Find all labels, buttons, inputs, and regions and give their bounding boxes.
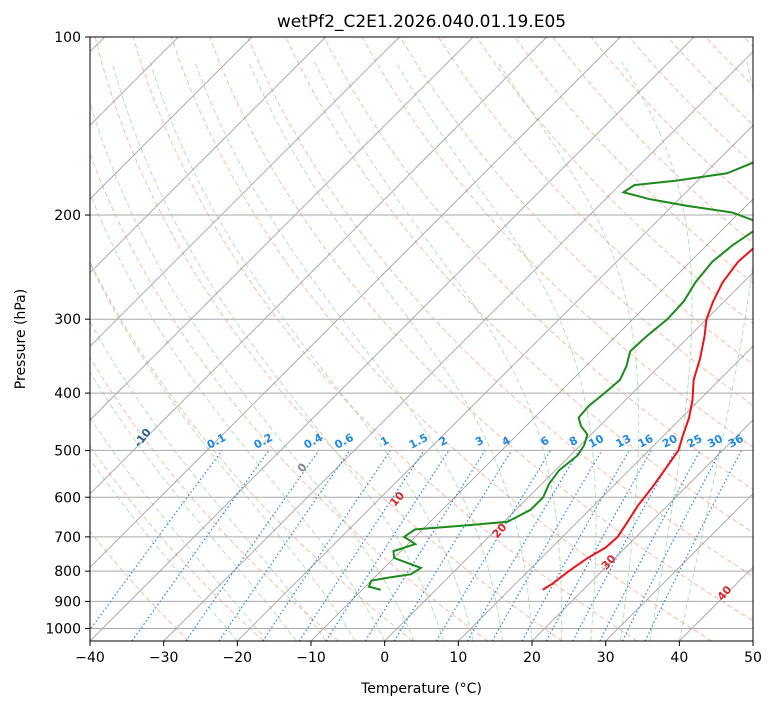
moist-adiabat-line — [90, 100, 415, 641]
mixing-ratio-line — [298, 450, 425, 641]
y-tick-label: 700 — [54, 530, 81, 546]
dry-adiabat-line — [247, 37, 753, 577]
mixing-ratio-line — [90, 450, 223, 631]
x-tick-label: −30 — [149, 650, 179, 666]
dry-adiabat-line — [90, 445, 264, 641]
moist-adiabat-line — [678, 61, 753, 641]
moist-adiabat-line — [497, 61, 640, 641]
mixing-ratio-label: 36 — [726, 432, 746, 451]
plot-frame — [89, 36, 754, 642]
moist-adiabat-line — [90, 192, 386, 641]
mixing-ratio-label: 13 — [614, 432, 634, 451]
dewpoint-profile — [367, 161, 753, 591]
isotherm-line — [531, 419, 753, 641]
x-tick-label: 50 — [744, 650, 762, 666]
y-tick-label: 100 — [54, 30, 81, 46]
mixing-ratio-label: 30 — [705, 432, 725, 451]
isotherm-line — [605, 492, 753, 641]
axes: −40 −30 −20 −10 0 10 20 30 40 50 100 200 300 400 500 60… — [45, 30, 762, 666]
mixing-ratio-label: 10 — [586, 432, 606, 451]
y-tick-label: 300 — [54, 312, 81, 328]
x-tick-label: −10 — [296, 650, 326, 666]
moist-adiabat-line — [395, 61, 597, 641]
x-tick-label: −20 — [223, 650, 253, 666]
mixing-ratio-label: 25 — [685, 432, 705, 451]
isotherm-line — [90, 37, 474, 421]
isotherm-line — [90, 37, 695, 641]
y-axis-title: Pressure (hPa) — [13, 289, 29, 389]
mixing-ratio-label: 16 — [636, 432, 656, 451]
chart-title: wetPf2_C2E1.2026.040.01.19.E05 — [277, 12, 566, 32]
y-tick-label: 1000 — [45, 621, 81, 637]
y-tick-label: 400 — [54, 386, 81, 402]
moist-adiabat-line — [90, 371, 297, 641]
isotherm-line — [90, 37, 253, 200]
isotherm-line — [90, 37, 621, 569]
moist-adiabat-line — [149, 61, 474, 641]
mixing-ratio-line — [621, 450, 722, 641]
x-tick-label: 10 — [449, 650, 467, 666]
mixing-ratio-line — [521, 450, 630, 641]
moist-adiabat-line — [90, 320, 327, 641]
dry-adiabat-line — [94, 37, 563, 641]
y-tick-label: 800 — [54, 564, 81, 580]
dry-adiabat-line — [438, 37, 753, 365]
moist-adiabat-line — [313, 61, 563, 641]
mixing-ratio-line — [131, 450, 270, 641]
mixing-ratio-label: 20 — [660, 432, 680, 451]
mixing-ratio-line — [325, 450, 450, 641]
y-tick-label: 500 — [54, 443, 81, 459]
dry-adiabat-line — [90, 530, 190, 641]
isotherm-line — [90, 37, 548, 495]
y-tick-label: 900 — [54, 594, 81, 610]
dry-adiabat-line — [323, 37, 753, 491]
mixing-ratio-line — [393, 450, 513, 641]
isotherm-line — [163, 50, 753, 641]
x-tick-label: 20 — [523, 650, 541, 666]
isotherm-line — [457, 345, 753, 641]
x-axis-title: Temperature (°C) — [360, 681, 482, 697]
x-tick-label: 0 — [380, 650, 389, 666]
x-tick-label: −40 — [75, 650, 105, 666]
moist-adiabat-line — [248, 61, 533, 641]
moist-adiabat-line — [194, 61, 504, 641]
dry-adiabat-line — [514, 37, 753, 284]
dry-adiabat-line — [90, 152, 488, 641]
dry-adiabat-line — [90, 356, 339, 641]
dry-adiabat-line — [209, 37, 753, 622]
mixing-ratio-line — [644, 450, 743, 641]
dry-adiabat-line — [399, 37, 753, 407]
mixing-ratio-line — [185, 450, 320, 641]
mixing-ratio-line — [545, 450, 652, 641]
isotherm-line — [90, 37, 327, 274]
isotherm-line — [310, 198, 753, 641]
isotherm-line — [90, 37, 400, 348]
moist-adiabat-line — [111, 61, 445, 641]
isotherm-line — [236, 124, 753, 641]
dry-adiabat-line — [132, 37, 638, 641]
x-tick-label: 30 — [597, 650, 615, 666]
mixing-ratio-line — [262, 450, 391, 641]
y-tick-label: 200 — [54, 208, 81, 224]
y-tick-label: 600 — [54, 490, 81, 506]
temperature-profile — [542, 247, 753, 591]
mixing-ratio-line — [218, 450, 351, 641]
mixing-ratio-line — [572, 450, 677, 641]
dry-adiabat-line — [170, 37, 712, 641]
x-tick-label: 40 — [670, 650, 688, 666]
moist-adiabat-line — [90, 262, 356, 641]
isotherm-line — [384, 271, 753, 641]
